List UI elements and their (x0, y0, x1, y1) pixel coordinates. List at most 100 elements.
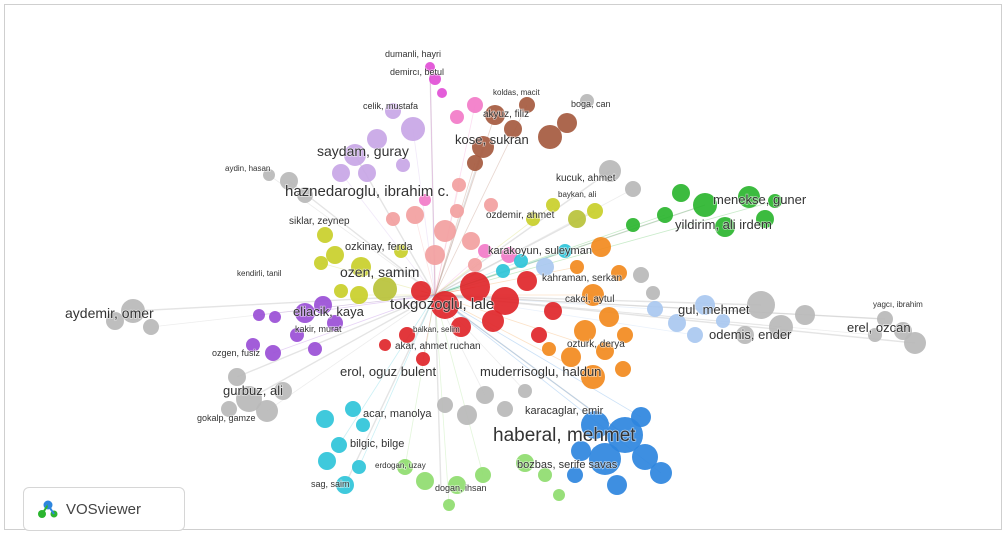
author-node[interactable] (431, 291, 459, 319)
author-node[interactable] (297, 187, 313, 203)
author-node[interactable] (450, 110, 464, 124)
author-node[interactable] (501, 247, 517, 263)
author-node[interactable] (491, 287, 519, 315)
author-node[interactable] (607, 475, 627, 495)
author-node[interactable] (236, 386, 262, 412)
author-node[interactable] (416, 472, 434, 490)
author-label[interactable]: kahraman, serkan (541, 272, 623, 285)
author-node[interactable] (904, 332, 926, 354)
author-node[interactable] (386, 212, 400, 226)
author-node[interactable] (538, 468, 552, 482)
author-node[interactable] (263, 169, 275, 181)
author-node[interactable] (497, 401, 513, 417)
author-node[interactable] (484, 198, 498, 212)
author-node[interactable] (399, 327, 415, 343)
author-label[interactable]: boga, can (570, 98, 611, 110)
author-node[interactable] (617, 327, 633, 343)
author-node[interactable] (379, 339, 391, 351)
author-node[interactable] (795, 305, 815, 325)
author-node[interactable] (437, 397, 453, 413)
vosviewer-brand-badge[interactable]: VOSviewer (23, 487, 185, 531)
author-node[interactable] (265, 345, 281, 361)
author-node[interactable] (571, 441, 591, 461)
author-node[interactable] (345, 401, 361, 417)
author-label[interactable]: saydam, guray (316, 142, 409, 160)
author-node[interactable] (877, 311, 893, 327)
author-node[interactable] (646, 286, 660, 300)
author-node[interactable] (352, 460, 366, 474)
author-node[interactable] (253, 309, 265, 321)
author-node[interactable] (437, 88, 447, 98)
author-node[interactable] (327, 315, 343, 331)
author-label[interactable]: erdogan, uzay (374, 460, 426, 471)
author-node[interactable] (295, 303, 315, 323)
author-node[interactable] (716, 314, 730, 328)
author-node[interactable] (589, 443, 621, 475)
author-node[interactable] (687, 327, 703, 343)
author-node[interactable] (351, 257, 371, 277)
author-node[interactable] (536, 258, 554, 276)
author-node[interactable] (443, 499, 455, 511)
author-node[interactable] (626, 218, 640, 232)
author-node[interactable] (747, 291, 775, 319)
author-node[interactable] (475, 467, 491, 483)
author-node[interactable] (394, 244, 408, 258)
author-node[interactable] (425, 62, 435, 72)
author-node[interactable] (517, 271, 537, 291)
author-node[interactable] (568, 210, 586, 228)
author-node[interactable] (599, 307, 619, 327)
author-label[interactable]: muderrisoglu, haldun (479, 363, 602, 380)
author-node[interactable] (625, 181, 641, 197)
author-node[interactable] (143, 319, 159, 335)
author-label[interactable]: dogan, ihsan (434, 482, 487, 494)
author-node[interactable] (406, 206, 424, 224)
author-label[interactable]: gurbuz, ali (222, 382, 284, 399)
author-node[interactable] (587, 203, 603, 219)
author-node[interactable] (326, 246, 344, 264)
author-node[interactable] (419, 194, 431, 206)
author-node[interactable] (318, 452, 336, 470)
author-node[interactable] (246, 338, 260, 352)
author-node[interactable] (607, 417, 643, 453)
author-label[interactable]: kose, sukran (454, 131, 529, 148)
author-node[interactable] (478, 244, 492, 258)
author-node[interactable] (358, 164, 376, 182)
author-node[interactable] (695, 295, 715, 315)
author-label[interactable]: kucuk, ahmet (555, 172, 616, 185)
author-node[interactable] (519, 97, 535, 113)
author-label[interactable]: akar, ahmet ruchan (394, 340, 481, 353)
author-label[interactable]: baykan, ali (557, 189, 597, 200)
author-label[interactable]: sag, saim (310, 478, 350, 490)
author-node[interactable] (416, 352, 430, 366)
author-label[interactable]: karacaglar, emir (524, 404, 604, 418)
author-node[interactable] (221, 401, 237, 417)
author-node[interactable] (274, 382, 292, 400)
author-node[interactable] (561, 347, 581, 367)
author-node[interactable] (542, 342, 556, 356)
author-node[interactable] (448, 476, 466, 494)
author-node[interactable] (526, 212, 540, 226)
author-node[interactable] (411, 281, 431, 301)
author-node[interactable] (632, 444, 658, 470)
author-label[interactable]: karakoyun, suleyman (487, 244, 592, 258)
author-label[interactable]: tokgozoglu, lale (389, 295, 495, 314)
author-label[interactable]: bozbas, serife savas (516, 458, 618, 472)
author-node[interactable] (290, 328, 304, 342)
author-node[interactable] (591, 237, 611, 257)
author-node[interactable] (581, 411, 609, 439)
author-node[interactable] (429, 73, 441, 85)
author-label[interactable]: balkan, selim (412, 324, 461, 335)
author-node[interactable] (546, 198, 560, 212)
author-node[interactable] (485, 105, 505, 125)
author-label[interactable]: dumanli, hayri (384, 48, 442, 60)
author-node[interactable] (570, 260, 584, 274)
author-label[interactable]: erol, oguz bulent (339, 363, 437, 380)
author-node[interactable] (256, 400, 278, 422)
author-node[interactable] (467, 155, 483, 171)
author-node[interactable] (596, 342, 614, 360)
author-label[interactable]: aydin, hasan (224, 163, 271, 174)
author-node[interactable] (738, 186, 760, 208)
author-node[interactable] (650, 462, 672, 484)
author-label[interactable]: yagcı, ibrahim (872, 299, 924, 310)
author-node[interactable] (451, 317, 471, 337)
